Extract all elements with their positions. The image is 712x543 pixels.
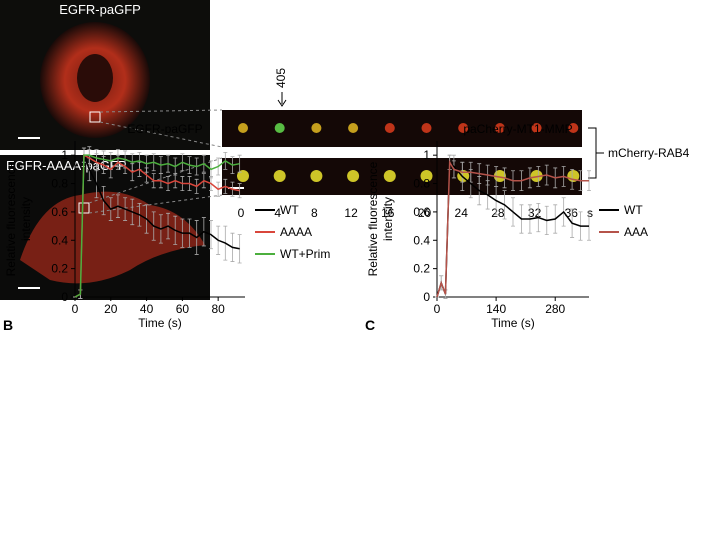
legend-label: WT xyxy=(624,203,643,217)
x-tick-label: 20 xyxy=(104,302,118,316)
frame-time: 12 xyxy=(344,206,358,220)
cell xyxy=(20,191,205,284)
spot xyxy=(311,123,322,133)
y-tick-label: 0 xyxy=(423,290,430,304)
spot xyxy=(274,123,285,133)
series-line xyxy=(74,153,240,298)
spot xyxy=(383,170,396,182)
x-tick-label: 60 xyxy=(176,302,190,316)
x-tick-label: 280 xyxy=(545,302,565,316)
y-tick-label: 0.8 xyxy=(413,177,430,191)
y-tick-label: 1 xyxy=(423,148,430,162)
frame-time: 28 xyxy=(491,206,505,220)
spot xyxy=(458,123,469,133)
error-bar xyxy=(237,183,242,199)
x-tick-label: 80 xyxy=(211,302,225,316)
y-tick-label: 0.4 xyxy=(51,233,68,247)
y-axis-label: Relative fluorescence xyxy=(4,161,18,276)
error-bar xyxy=(237,234,242,264)
legend-label: AAA xyxy=(624,225,648,239)
zoom-line xyxy=(99,121,223,148)
y-tick-label: 0.8 xyxy=(51,177,68,191)
spot xyxy=(531,123,542,133)
x-axis-label: Time (s) xyxy=(138,316,182,330)
spot xyxy=(348,123,359,133)
spot xyxy=(384,123,395,133)
chart-title: paCherry-MT1-MMP xyxy=(463,122,572,136)
spot xyxy=(421,123,432,133)
chart-title: EGFR-paGFP xyxy=(127,122,202,136)
series-line xyxy=(436,159,589,298)
frame-time: 20 xyxy=(418,206,432,220)
panel-label: C xyxy=(365,317,375,333)
time-lapse xyxy=(222,110,582,195)
spot xyxy=(420,170,433,182)
legend-label: WT xyxy=(280,203,299,217)
zoom-line xyxy=(99,109,223,113)
frame-time: 16 xyxy=(381,206,395,220)
spot xyxy=(347,170,360,182)
error-bar xyxy=(237,154,242,173)
time-unit: s xyxy=(587,206,593,220)
x-tick-label: 0 xyxy=(434,302,441,316)
y-axis-label: intensity xyxy=(381,197,395,241)
frame-time: 8 xyxy=(311,206,318,220)
series-line xyxy=(74,154,240,298)
x-tick-label: 0 xyxy=(72,302,79,316)
y-tick-label: 0.6 xyxy=(413,205,430,219)
bracket xyxy=(588,127,604,179)
spot xyxy=(273,170,286,182)
marker-label: mCherry-RAB4 xyxy=(608,146,690,160)
x-tick-label: 40 xyxy=(140,302,154,316)
image-label: EGFR-paGFP xyxy=(59,2,141,17)
roi-box xyxy=(89,111,101,123)
x-axis-label: Time (s) xyxy=(491,316,535,330)
roi-box xyxy=(78,202,90,214)
stimulus-label: 405 xyxy=(274,68,288,88)
y-axis-label: Relative fluorescence xyxy=(366,161,380,276)
y-tick-label: 0.6 xyxy=(51,205,68,219)
y-tick-label: 0.2 xyxy=(413,262,430,276)
spot xyxy=(568,123,579,133)
spot xyxy=(494,123,505,133)
spot xyxy=(238,123,248,133)
y-tick-label: 0.2 xyxy=(51,262,68,276)
spot xyxy=(310,170,323,182)
nucleus xyxy=(77,54,113,102)
y-tick-label: 1 xyxy=(61,148,68,162)
frame-time: 24 xyxy=(455,206,469,220)
y-axis-label: intensity xyxy=(19,197,33,241)
panel-label: B xyxy=(3,317,13,333)
series-line xyxy=(74,154,240,298)
spot xyxy=(493,170,506,182)
y-tick-label: 0 xyxy=(61,290,68,304)
frame-time: 4 xyxy=(274,206,281,220)
legend-label: WT+Prim xyxy=(280,247,330,261)
arrow xyxy=(277,99,287,107)
x-tick-label: 140 xyxy=(486,302,506,316)
zoom-line xyxy=(88,194,223,214)
y-tick-label: 0.4 xyxy=(413,233,430,247)
frame-time: 36 xyxy=(565,206,579,220)
legend-label: AAAA xyxy=(280,225,312,239)
spot xyxy=(237,170,249,182)
frame-time: 0 xyxy=(238,206,245,220)
